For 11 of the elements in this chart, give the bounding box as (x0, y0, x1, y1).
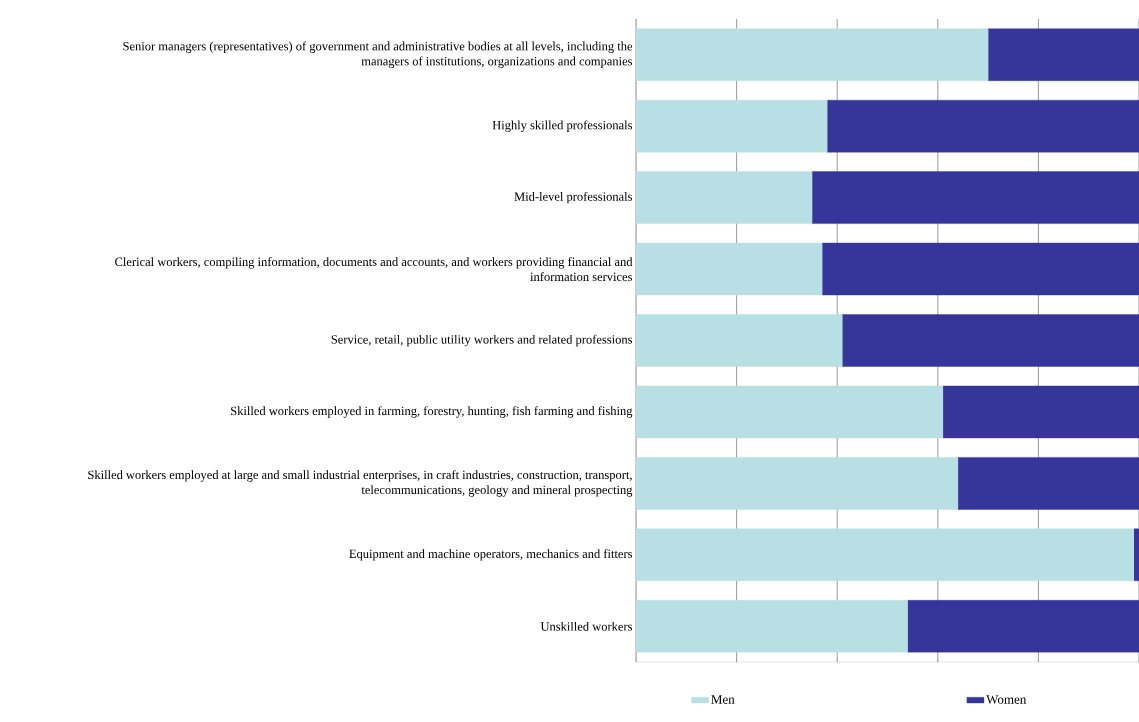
y-tick-label: Service, retail, public utility workers and related professions (331, 334, 633, 347)
legend-label: Men (711, 695, 735, 704)
y-tick-label: Equipment and machine operators, mechanics and fitters (349, 549, 633, 561)
y-tick-label: Highly skilled professionals (492, 120, 633, 132)
y-tick-label: Senior managers (representatives) of government and administrative bodies at all levels, including the managers of institutions, organizations and companies (123, 41, 633, 68)
legend-label: Women (986, 695, 1027, 704)
y-tick-label: Clerical workers, compiling information, documents and accounts, and workers providing financial and information services (115, 257, 633, 282)
y-tick-label: Unskilled workers (540, 621, 633, 631)
y-tick-label: Mid-level professionals (514, 191, 633, 204)
y-tick-label: Skilled workers employed in farming, forestry, hunting, fish farming and fishing (231, 406, 633, 418)
y-tick-label: Skilled workers employed at large and small industrial enterprises, in craft industries, construction, transport, telecommunications, geology and mineral prospecting (88, 470, 633, 497)
